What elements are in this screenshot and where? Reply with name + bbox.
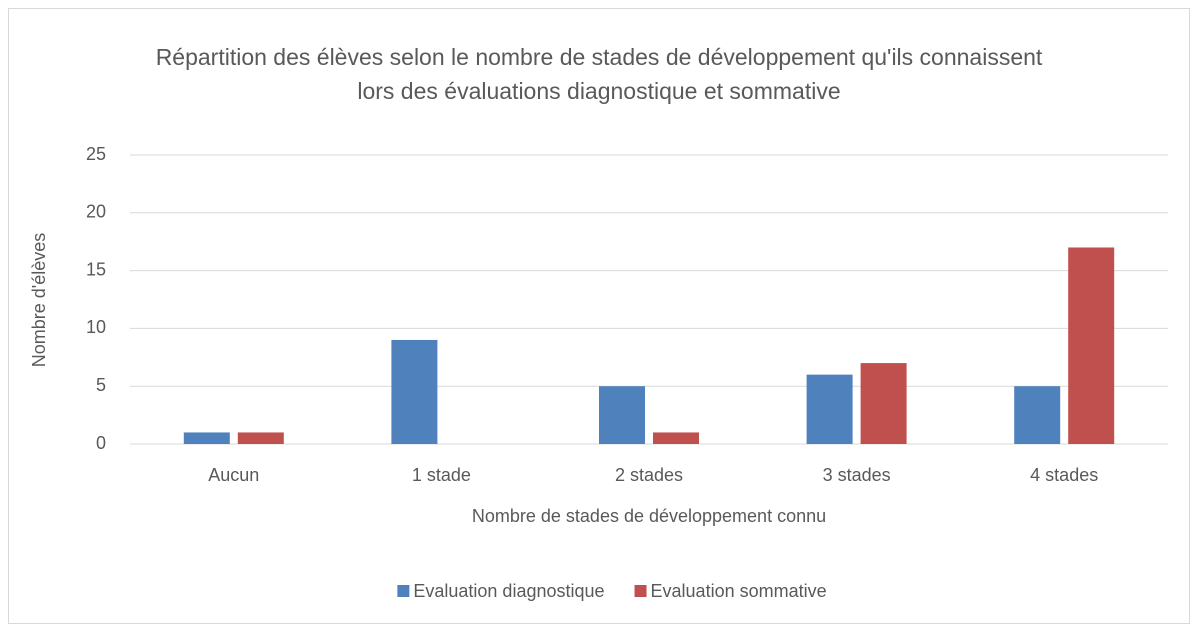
x-tick-label: 1 stade: [412, 465, 471, 485]
y-tick-label: 0: [96, 433, 106, 453]
bar: [860, 363, 907, 444]
legend-swatch: [634, 585, 647, 597]
bar: [1068, 247, 1115, 444]
bar: [806, 374, 853, 444]
chart-title: Répartition des élèves selon le nombre d…: [155, 44, 1043, 104]
y-tick-label: 15: [86, 259, 106, 279]
y-tick-label: 25: [86, 144, 106, 164]
bar: [183, 432, 230, 444]
bar: [653, 432, 699, 444]
bar: [1014, 386, 1061, 444]
y-axis-label: Nombre d'élèves: [29, 233, 49, 368]
x-tick-label: Aucun: [208, 465, 259, 485]
bar: [391, 339, 438, 444]
y-tick-label: 10: [86, 317, 106, 337]
y-tick-label: 5: [96, 375, 106, 395]
chart-border: [8, 8, 1190, 624]
y-tick-label: 20: [86, 202, 106, 222]
bar: [237, 432, 284, 444]
x-tick-label: 3 stades: [823, 465, 891, 485]
legend-label: Evaluation diagnostique: [413, 581, 604, 601]
legend-swatch: [397, 585, 410, 597]
bar: [599, 386, 645, 444]
x-tick-label: 4 stades: [1030, 465, 1098, 485]
x-axis-label: Nombre de stades de développement connu: [472, 506, 826, 526]
x-tick-label: 2 stades: [615, 465, 683, 485]
legend-label: Evaluation sommative: [651, 581, 827, 601]
